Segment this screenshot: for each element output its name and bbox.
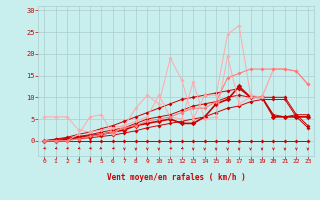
X-axis label: Vent moyen/en rafales ( km/h ): Vent moyen/en rafales ( km/h ): [107, 173, 245, 182]
